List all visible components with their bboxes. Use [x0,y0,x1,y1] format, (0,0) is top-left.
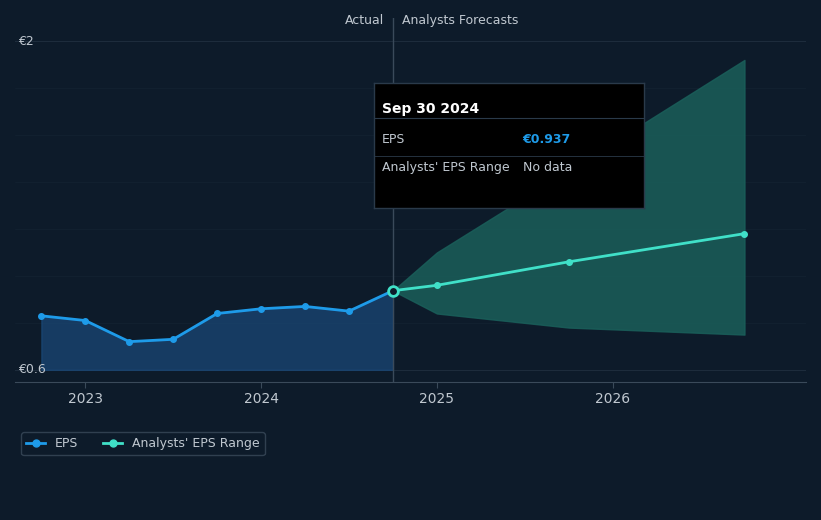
Text: Sep 30 2024: Sep 30 2024 [382,102,479,116]
Text: Analysts Forecasts: Analysts Forecasts [401,14,518,27]
Text: No data: No data [523,161,572,174]
Text: EPS: EPS [382,133,405,146]
Text: €0.937: €0.937 [523,133,571,146]
Text: €2: €2 [19,35,34,48]
Text: €0.6: €0.6 [19,363,46,376]
Text: Actual: Actual [345,14,384,27]
Text: Analysts' EPS Range: Analysts' EPS Range [382,161,509,174]
Legend: EPS, Analysts' EPS Range: EPS, Analysts' EPS Range [21,432,264,456]
